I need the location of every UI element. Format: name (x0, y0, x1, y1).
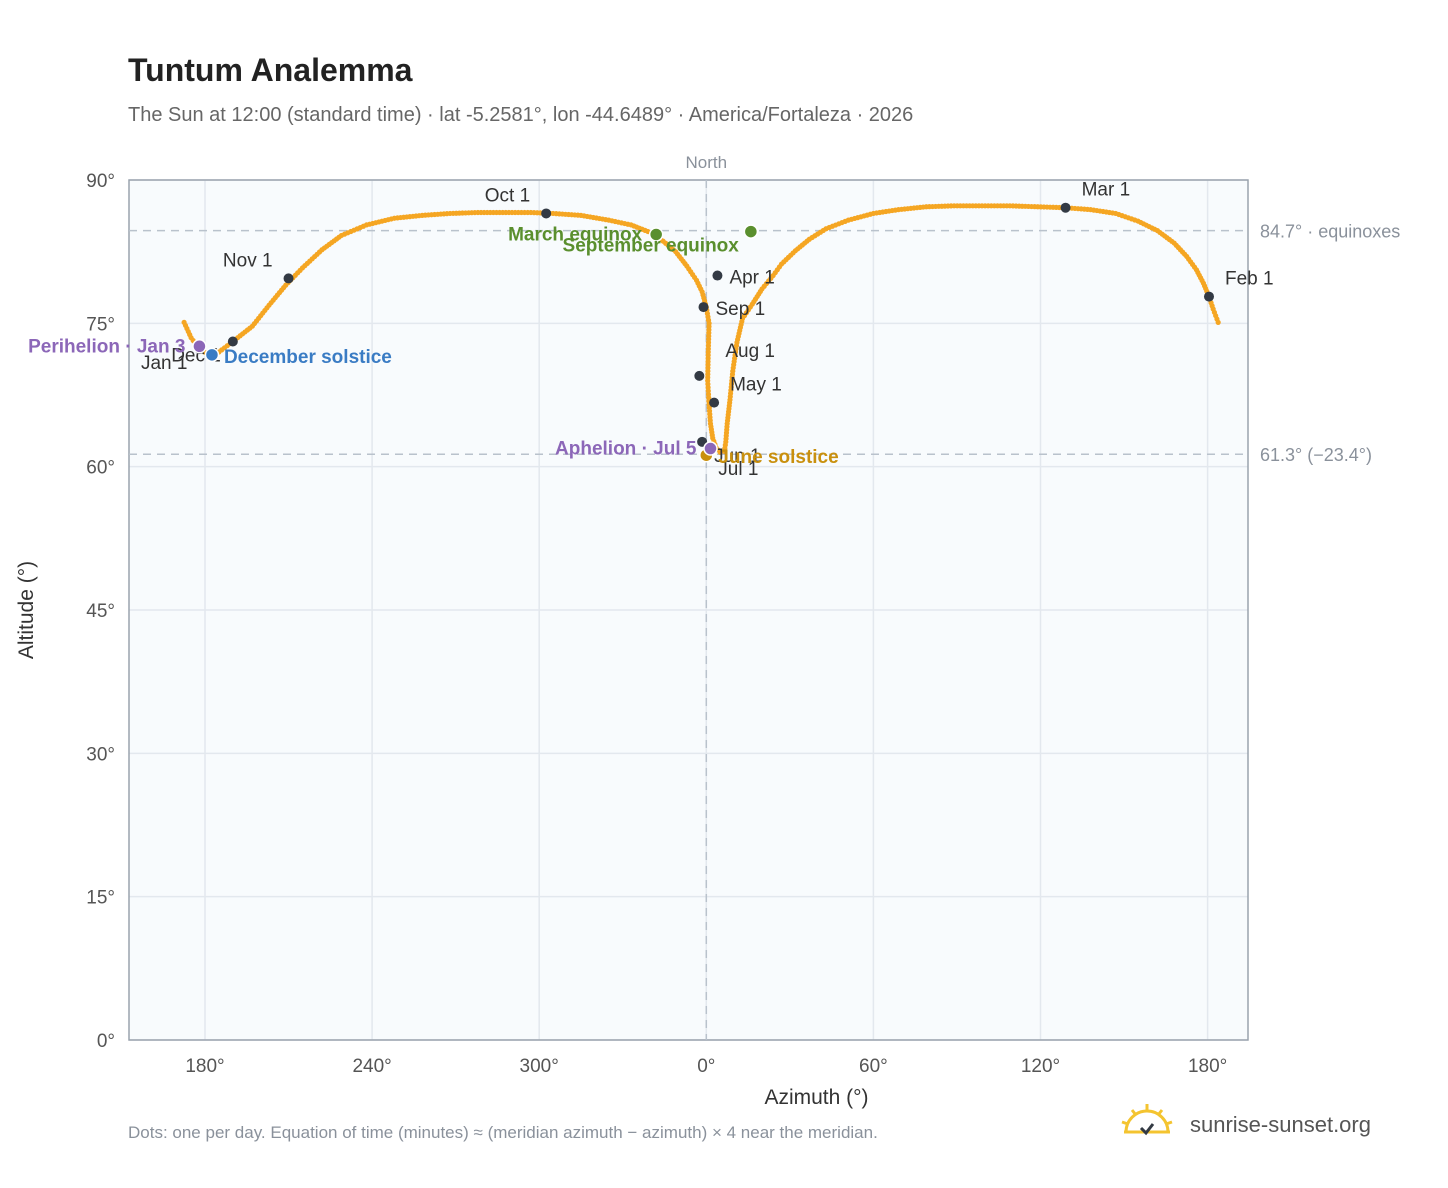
month-marker (694, 371, 704, 381)
brand[interactable]: sunrise-sunset.org (1120, 1102, 1390, 1146)
y-tick-label: 45° (86, 601, 115, 622)
reference-line-label: 84.7° · equinoxes (1260, 222, 1400, 242)
event-label: Aphelion · Jul 5 (555, 439, 697, 460)
month-marker (228, 336, 238, 346)
month-label: Feb 1 (1225, 269, 1274, 290)
event-marker (193, 340, 206, 353)
event-marker (744, 225, 757, 238)
month-marker (699, 302, 709, 312)
x-tick-label: 180° (1188, 1056, 1227, 1077)
y-tick-label: 90° (86, 171, 115, 192)
event-marker (205, 348, 218, 361)
month-marker (284, 273, 294, 283)
x-tick-label: 60° (859, 1056, 888, 1077)
x-tick-label: 120° (1021, 1056, 1060, 1077)
x-tick-label: 240° (352, 1056, 391, 1077)
reference-line-label: 61.3° (−23.4°) (1260, 445, 1372, 465)
month-marker (709, 398, 719, 408)
y-tick-label: 75° (86, 314, 115, 335)
x-tick-label: 300° (520, 1056, 559, 1077)
x-tick-label: 0° (697, 1056, 715, 1077)
y-axis-title: Altitude (°) (15, 561, 38, 659)
north-label: North (686, 153, 728, 172)
month-label: May 1 (730, 375, 782, 396)
month-label: Nov 1 (223, 250, 273, 271)
event-label: Perihelion · Jan 3 (28, 336, 185, 357)
event-label: June solstice (718, 447, 838, 468)
month-marker (541, 208, 551, 218)
event-label: September equinox (563, 236, 740, 257)
chart-footnote: Dots: one per day. Equation of time (min… (128, 1123, 878, 1143)
y-tick-label: 60° (86, 458, 115, 479)
y-tick-label: 0° (97, 1031, 115, 1052)
month-label: Sep 1 (716, 299, 766, 320)
month-label: Apr 1 (729, 268, 774, 289)
month-marker (1061, 203, 1071, 213)
sun-logo-icon (1120, 1102, 1174, 1140)
month-label: Mar 1 (1082, 180, 1131, 201)
brand-name[interactable]: sunrise-sunset.org (1190, 1112, 1371, 1138)
month-marker (1204, 292, 1214, 302)
y-tick-label: 15° (86, 888, 115, 909)
event-marker (704, 442, 717, 455)
x-axis-title: Azimuth (°) (764, 1086, 868, 1109)
month-label: Oct 1 (485, 185, 530, 206)
day-dot (182, 320, 187, 325)
event-label: December solstice (224, 347, 392, 368)
x-tick-label: 180° (185, 1056, 224, 1077)
y-tick-label: 30° (86, 744, 115, 765)
month-label: Aug 1 (725, 341, 775, 362)
month-marker (712, 271, 722, 281)
